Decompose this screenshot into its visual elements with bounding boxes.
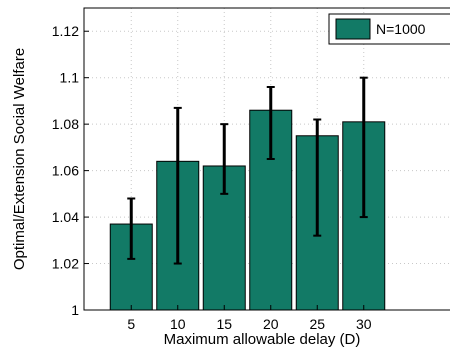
- y-tick-label: 1.12: [52, 23, 79, 39]
- x-tick-label: 30: [356, 316, 372, 332]
- y-tick-label: 1.08: [52, 116, 79, 132]
- y-tick-label: 1.02: [52, 256, 79, 272]
- plot-frame: [83, 7, 450, 311]
- x-axis-label: Maximum allowable delay (D): [164, 331, 361, 348]
- x-tick-label: 5: [127, 316, 135, 332]
- x-tick-label: 10: [170, 316, 186, 332]
- x-tick-label: 20: [263, 316, 279, 332]
- y-tick-label: 1.06: [52, 163, 79, 179]
- x-tick-label: 25: [309, 316, 325, 332]
- error-bars: [127, 76, 368, 265]
- legend: N=1000: [328, 13, 450, 45]
- y-tick-label: 1.04: [52, 209, 79, 225]
- y-axis-ticks: 1 1.02 1.04 1.06 1.08 1.1 1.12: [52, 23, 89, 318]
- legend-swatch: [335, 18, 371, 40]
- y-axis-label: Optimal/Extension Social Welfare: [11, 48, 28, 270]
- legend-label: N=1000: [376, 21, 426, 37]
- y-tick-label: 1: [71, 302, 79, 318]
- x-axis-ticks: 5 10 15 20 25 30: [127, 305, 372, 332]
- x-tick-label: 15: [216, 316, 232, 332]
- y-tick-label: 1.1: [60, 70, 80, 86]
